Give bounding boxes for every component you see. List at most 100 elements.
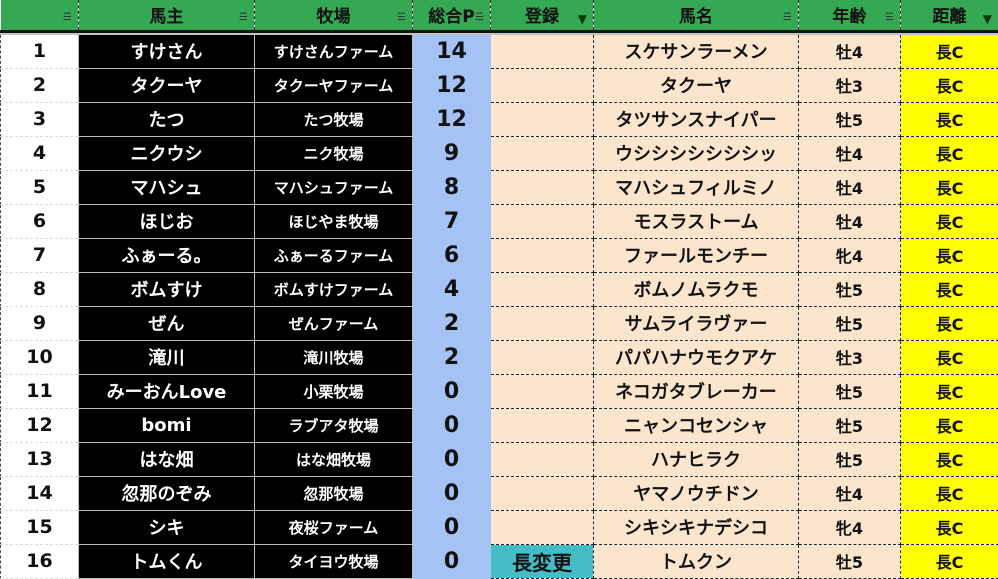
- cell-age[interactable]: 牡4: [799, 170, 901, 204]
- cell-reg[interactable]: [491, 272, 594, 306]
- cell-age[interactable]: 牡4: [799, 34, 901, 68]
- filter-active-icon[interactable]: ▼: [578, 12, 587, 26]
- cell-no[interactable]: 15: [1, 510, 79, 544]
- cell-reg[interactable]: [491, 408, 594, 442]
- cell-points[interactable]: 12: [413, 102, 491, 136]
- cell-dist[interactable]: 長C: [901, 102, 998, 136]
- cell-ranch[interactable]: ぜんファーム: [255, 306, 413, 340]
- cell-owner[interactable]: ぜん: [79, 306, 255, 340]
- cell-reg[interactable]: [491, 102, 594, 136]
- cell-owner[interactable]: タクーヤ: [79, 68, 255, 102]
- cell-points[interactable]: 0: [413, 442, 491, 476]
- cell-horse[interactable]: ファールモンチー: [594, 238, 799, 272]
- cell-horse[interactable]: パパハナウモクアケ: [594, 340, 799, 374]
- column-header-horse-name[interactable]: 馬名☰: [594, 0, 799, 31]
- cell-no[interactable]: 14: [1, 476, 79, 510]
- cell-ranch[interactable]: 夜桜ファーム: [255, 510, 413, 544]
- cell-owner[interactable]: ほじお: [79, 204, 255, 238]
- cell-reg[interactable]: [491, 510, 594, 544]
- cell-age[interactable]: 牡5: [799, 102, 901, 136]
- cell-ranch[interactable]: 滝川牧場: [255, 340, 413, 374]
- cell-horse[interactable]: ハナヒラク: [594, 442, 799, 476]
- cell-points[interactable]: 14: [413, 34, 491, 68]
- cell-no[interactable]: 11: [1, 374, 79, 408]
- cell-owner[interactable]: すけさん: [79, 34, 255, 68]
- cell-age[interactable]: 牡3: [799, 340, 901, 374]
- cell-ranch[interactable]: ボムすけファーム: [255, 272, 413, 306]
- column-header-ranch[interactable]: 牧場☰: [255, 0, 413, 31]
- cell-points[interactable]: 8: [413, 170, 491, 204]
- column-header-registration[interactable]: 登録▼: [491, 0, 594, 31]
- cell-age[interactable]: 牡3: [799, 68, 901, 102]
- cell-ranch[interactable]: ほじやま牧場: [255, 204, 413, 238]
- cell-horse[interactable]: シキシキナデシコ: [594, 510, 799, 544]
- cell-reg[interactable]: [491, 442, 594, 476]
- cell-points[interactable]: 9: [413, 136, 491, 170]
- cell-ranch[interactable]: マハシュファーム: [255, 170, 413, 204]
- filter-icon[interactable]: ☰: [63, 12, 72, 23]
- filter-icon[interactable]: ☰: [885, 12, 894, 23]
- cell-no[interactable]: 12: [1, 408, 79, 442]
- cell-no[interactable]: 5: [1, 170, 79, 204]
- cell-owner[interactable]: 滝川: [79, 340, 255, 374]
- cell-dist[interactable]: 長C: [901, 408, 998, 442]
- cell-ranch[interactable]: はな畑牧場: [255, 442, 413, 476]
- cell-points[interactable]: 0: [413, 374, 491, 408]
- cell-no[interactable]: 2: [1, 68, 79, 102]
- cell-dist[interactable]: 長C: [901, 272, 998, 306]
- cell-points[interactable]: 12: [413, 68, 491, 102]
- cell-dist[interactable]: 長C: [901, 238, 998, 272]
- cell-reg[interactable]: [491, 34, 594, 68]
- cell-age[interactable]: 牡4: [799, 204, 901, 238]
- cell-age[interactable]: 牡5: [799, 374, 901, 408]
- cell-horse[interactable]: モスラストーム: [594, 204, 799, 238]
- cell-owner[interactable]: たつ: [79, 102, 255, 136]
- cell-ranch[interactable]: たつ牧場: [255, 102, 413, 136]
- cell-dist[interactable]: 長C: [901, 136, 998, 170]
- filter-icon[interactable]: ☰: [475, 12, 484, 23]
- cell-ranch[interactable]: ニク牧場: [255, 136, 413, 170]
- cell-reg[interactable]: [491, 204, 594, 238]
- cell-dist[interactable]: 長C: [901, 510, 998, 544]
- filter-icon[interactable]: ☰: [239, 12, 248, 23]
- cell-dist[interactable]: 長C: [901, 170, 998, 204]
- cell-horse[interactable]: サムライラヴァー: [594, 306, 799, 340]
- cell-horse[interactable]: タツサンスナイパー: [594, 102, 799, 136]
- cell-owner[interactable]: ボムすけ: [79, 272, 255, 306]
- cell-horse[interactable]: マハシュフィルミノ: [594, 170, 799, 204]
- cell-no[interactable]: 6: [1, 204, 79, 238]
- filter-active-icon[interactable]: ▼: [983, 12, 992, 26]
- cell-no[interactable]: 10: [1, 340, 79, 374]
- cell-points[interactable]: 0: [413, 408, 491, 442]
- cell-horse[interactable]: ニャンコセンシャ: [594, 408, 799, 442]
- cell-ranch[interactable]: タクーヤファーム: [255, 68, 413, 102]
- cell-age[interactable]: 牝4: [799, 510, 901, 544]
- cell-owner[interactable]: マハシュ: [79, 170, 255, 204]
- cell-dist[interactable]: 長C: [901, 340, 998, 374]
- cell-owner[interactable]: シキ: [79, 510, 255, 544]
- cell-reg[interactable]: [491, 306, 594, 340]
- cell-horse[interactable]: ヤマノウチドン: [594, 476, 799, 510]
- cell-reg[interactable]: [491, 238, 594, 272]
- cell-owner[interactable]: bomi: [79, 408, 255, 442]
- cell-age[interactable]: 牡4: [799, 476, 901, 510]
- filter-icon[interactable]: ☰: [783, 12, 792, 23]
- cell-owner[interactable]: ふぁーる。: [79, 238, 255, 272]
- cell-dist[interactable]: 長C: [901, 34, 998, 68]
- cell-age[interactable]: 牝4: [799, 238, 901, 272]
- cell-no[interactable]: 7: [1, 238, 79, 272]
- cell-ranch[interactable]: すけさんファーム: [255, 34, 413, 68]
- cell-ranch[interactable]: ラブアタ牧場: [255, 408, 413, 442]
- cell-age[interactable]: 牡5: [799, 272, 901, 306]
- cell-points[interactable]: 7: [413, 204, 491, 238]
- cell-no[interactable]: 9: [1, 306, 79, 340]
- cell-points[interactable]: 2: [413, 340, 491, 374]
- cell-reg[interactable]: [491, 136, 594, 170]
- cell-dist[interactable]: 長C: [901, 374, 998, 408]
- cell-owner[interactable]: はな畑: [79, 442, 255, 476]
- cell-points[interactable]: 0: [413, 476, 491, 510]
- cell-horse[interactable]: ウシシシシシシシッ: [594, 136, 799, 170]
- cell-horse[interactable]: スケサンラーメン: [594, 34, 799, 68]
- cell-reg[interactable]: [491, 476, 594, 510]
- cell-owner[interactable]: 忽那のぞみ: [79, 476, 255, 510]
